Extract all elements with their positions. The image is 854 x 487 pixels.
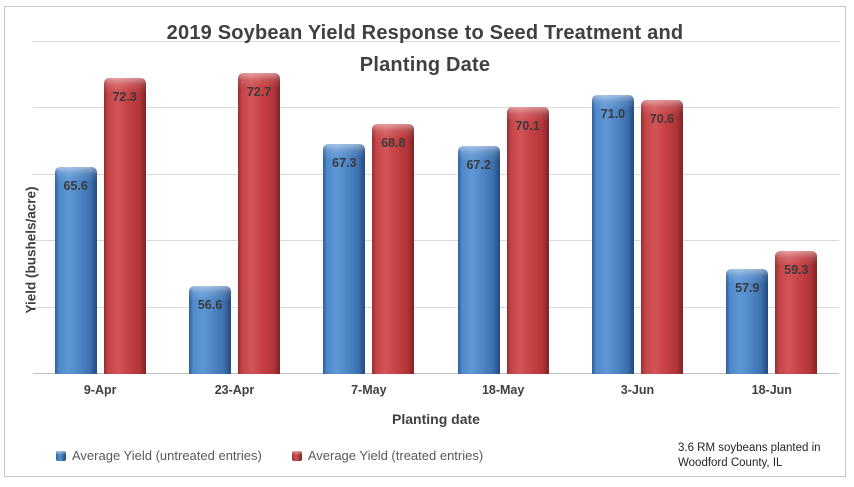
x-tick-label-18-Jun: 18-Jun (751, 383, 792, 397)
bar-treated-3-Jun: 70.6 (640, 100, 683, 374)
data-label-untreated-9-Apr: 65.6 (63, 178, 88, 193)
y-axis-title: Yield (bushels/acre) (23, 186, 39, 314)
legend-item-untreated: Average Yield (untreated entries) (56, 448, 262, 463)
gridline-75 (33, 41, 839, 42)
data-label-treated-9-Apr: 72.3 (112, 89, 137, 104)
annotation-note-line-2: Woodford County, IL (678, 457, 783, 469)
bar-treated-7-May: 68.8 (372, 124, 415, 374)
chart-frame: 2019 Soybean Yield Response to Seed Trea… (4, 6, 846, 477)
bar-treated-23-Apr: 72.7 (237, 72, 280, 374)
x-tick-label-9-Apr: 9-Apr (83, 383, 117, 397)
chart-title-line-2: Planting Date (359, 54, 491, 76)
bar-untreated-23-Apr: 56.6 (188, 286, 231, 374)
bar-treated-18-Jun: 59.3 (775, 250, 818, 374)
x-tick-label-18-May: 18-May (481, 383, 525, 397)
data-label-untreated-18-Jun: 57.9 (735, 281, 760, 296)
x-axis-title: Planting date (392, 411, 480, 427)
data-label-treated-18-May: 70.1 (515, 119, 540, 134)
legend: Average Yield (untreated entries) Average… (56, 448, 483, 463)
annotation-note-line-1: 3.6 RM soybeans planted in (678, 442, 821, 454)
bar-group-7-May: 67.3 68.8 (302, 42, 436, 374)
data-label-untreated-18-May: 67.2 (466, 157, 491, 172)
bar-untreated-9-Apr: 65.6 (54, 166, 97, 374)
x-tick-label-7-May: 7-May (351, 383, 387, 397)
bar-group-23-Apr: 56.6 72.7 (167, 42, 301, 374)
gridline-70 (33, 107, 839, 109)
x-axis-tick-labels: 9-Apr 23-Apr 7-May 18-May 3-Jun 18-Jun (33, 383, 839, 397)
bar-treated-18-May: 70.1 (506, 107, 549, 374)
bar-group-18-Jun: 57.9 59.3 (705, 42, 839, 374)
bar-treated-9-Apr: 72.3 (103, 77, 146, 374)
legend-marker-treated-icon (291, 450, 302, 461)
data-label-treated-7-May: 68.8 (381, 136, 406, 151)
x-tick-label-23-Apr: 23-Apr (214, 383, 255, 397)
bar-groups: 65.6 72.3 56.6 72.7 67.3 68.8 67.2 70.1 71.0 70.6… (33, 42, 839, 374)
legend-item-treated: Average Yield (treated entries) (291, 448, 484, 463)
gridline-65 (33, 173, 839, 175)
data-label-treated-3-Jun: 70.6 (649, 112, 675, 127)
gridline-60 (33, 240, 839, 242)
gridline-55 (33, 306, 839, 308)
x-tick-label-3-Jun: 3-Jun (620, 383, 655, 397)
bar-group-9-Apr: 65.6 72.3 (33, 42, 167, 374)
legend-label-treated: Average Yield (treated entries) (307, 448, 484, 463)
bar-untreated-7-May: 67.3 (323, 144, 366, 374)
chart-title-line-1: 2019 Soybean Yield Response to Seed Trea… (166, 22, 684, 44)
bar-group-3-Jun: 71.0 70.6 (570, 42, 704, 374)
plot-area: 65.6 72.3 56.6 72.7 67.3 68.8 67.2 70.1 71.0 70.6… (33, 41, 839, 374)
data-label-untreated-23-Apr: 56.6 (197, 298, 223, 313)
legend-label-untreated: Average Yield (untreated entries) (72, 448, 262, 463)
bar-group-18-May: 67.2 70.1 (436, 42, 570, 374)
data-label-treated-18-Jun: 59.3 (784, 262, 809, 277)
data-label-untreated-3-Jun: 71.0 (600, 107, 626, 122)
annotation-note: 3.6 RM soybeans planted in Woodford Coun… (678, 441, 821, 471)
chart-title: 2019 Soybean Yield Response to Seed Trea… (5, 17, 845, 81)
x-axis-line (33, 373, 839, 374)
data-label-treated-23-Apr: 72.7 (246, 84, 272, 99)
bar-untreated-18-May: 67.2 (457, 145, 500, 374)
bar-untreated-3-Jun: 71.0 (591, 95, 634, 374)
bar-untreated-18-Jun: 57.9 (726, 269, 769, 374)
data-label-untreated-7-May: 67.3 (332, 156, 357, 171)
legend-marker-untreated-icon (56, 450, 66, 461)
